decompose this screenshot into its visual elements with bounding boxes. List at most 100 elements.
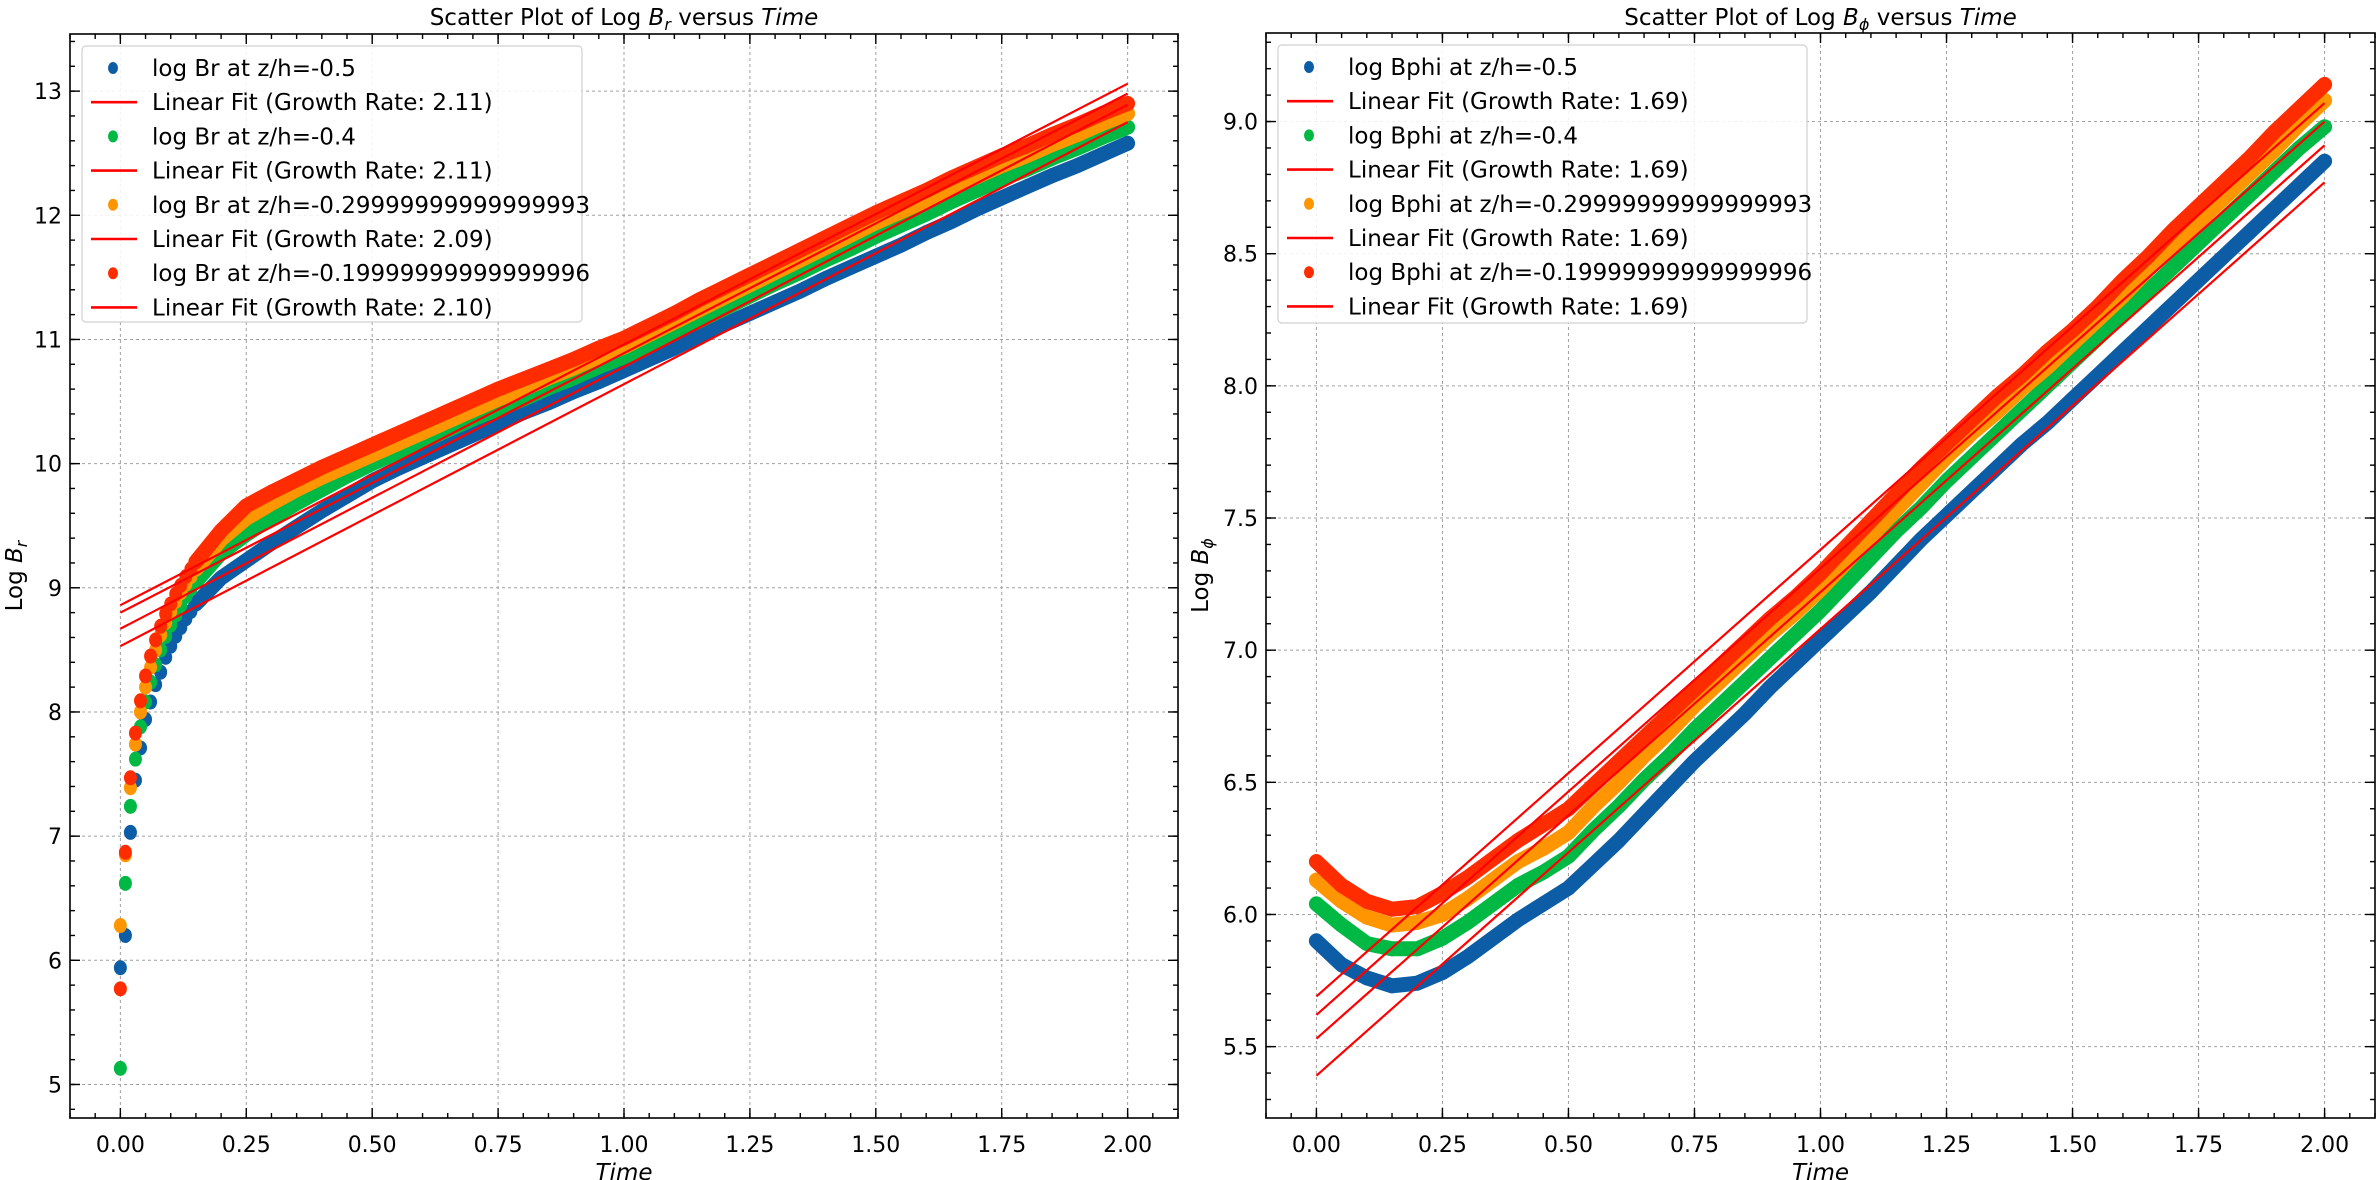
data-point	[970, 201, 984, 217]
data-point	[113, 960, 127, 976]
fit-lines	[1315, 102, 2326, 1077]
data-point	[1738, 634, 1752, 650]
legend-marker-icon	[108, 62, 118, 74]
chart-log-br-panel: 0.00 0.25 0.50 0.75 1.00 1.25 1.50 1.75 2.00 5 6 7 8…	[2, 5, 1179, 1180]
data-point	[1839, 608, 1853, 624]
x-tick-label: 1.75	[977, 1133, 1026, 1158]
legend-marker-icon	[1304, 197, 1314, 210]
data-point	[541, 361, 555, 377]
y-tick-label: 6.5	[1223, 771, 1258, 796]
fit-line-2	[119, 103, 1129, 630]
data-point	[1309, 872, 1323, 888]
chart-title-prefix: Scatter Plot of Log	[430, 5, 649, 31]
legend-box	[81, 45, 583, 323]
legend-label: Linear Fit (Growth Rate: 2.09)	[152, 227, 493, 253]
data-point	[128, 751, 142, 767]
data-point	[1385, 978, 1399, 994]
data-point	[1587, 798, 1601, 814]
data-point	[466, 427, 480, 443]
data-point	[1738, 674, 1752, 690]
data-point	[2141, 248, 2155, 264]
y-tick-label: 13	[34, 80, 62, 105]
legend: log Br at z/h=-0.5 Linear Fit (Growth Rat…	[81, 45, 590, 323]
data-point	[1990, 388, 2004, 404]
data-point	[2242, 225, 2256, 241]
data-point	[2015, 367, 2029, 383]
chart-title: Scatter Plot of Log Br versus Time	[430, 5, 819, 34]
ticks	[1265, 33, 2376, 1118]
data-point	[1435, 965, 1449, 981]
data-point	[239, 498, 253, 514]
x-tick-label: 1.50	[2048, 1133, 2097, 1158]
y-tick-label: 5.5	[1223, 1036, 1258, 1061]
data-point	[2242, 151, 2256, 167]
data-point	[1335, 957, 1349, 973]
x-tick-label: 0.75	[1670, 1133, 1719, 1158]
data-point	[1335, 917, 1349, 933]
data-point	[139, 668, 153, 684]
legend-item: log Bphi at z/h=-0.29999999999999993	[1304, 192, 1812, 218]
data-point	[1864, 550, 1878, 566]
data-point	[2217, 211, 2231, 227]
data-point	[693, 328, 707, 344]
fit-line-1	[119, 121, 1129, 648]
y-axis-title-prefix: Log	[1188, 564, 1214, 612]
data-point	[149, 632, 163, 648]
data-point	[1990, 460, 2004, 476]
data-point	[2091, 299, 2105, 315]
data-point	[290, 472, 304, 488]
data-point	[667, 340, 681, 356]
data-point	[1360, 893, 1374, 909]
data-point	[2141, 320, 2155, 336]
data-point	[1486, 896, 1500, 912]
data-point	[1045, 168, 1059, 184]
data-point	[1864, 513, 1878, 529]
data-point	[2166, 259, 2180, 275]
x-tick-label: 1.75	[2174, 1133, 2223, 1158]
data-point	[491, 381, 505, 397]
x-tick-label: 0.50	[348, 1133, 397, 1158]
data-point	[1309, 896, 1323, 912]
data-point	[1121, 96, 1135, 112]
x-tick-label: 0.75	[474, 1133, 523, 1158]
y-tick-label: 12	[34, 204, 62, 229]
data-point	[315, 459, 329, 475]
data-point	[113, 918, 127, 934]
legend-label: log Bphi at z/h=-0.5	[1348, 55, 1578, 81]
data-point	[1814, 603, 1827, 619]
data-point	[768, 254, 782, 270]
chart-title-symbol: B	[1843, 5, 1859, 31]
data-point	[1309, 854, 1323, 870]
data-point	[2141, 283, 2155, 299]
data-point	[264, 510, 278, 526]
x-tick-label: 0.50	[1544, 1133, 1593, 1158]
plot-area	[113, 82, 1136, 1076]
chart-title-symbol: B	[649, 5, 665, 31]
chart-title-subscript: r	[664, 15, 672, 34]
legend-item: Linear Fit (Growth Rate: 1.69)	[1287, 294, 1689, 320]
y-tick-label: 8.0	[1223, 375, 1258, 400]
data-point	[340, 448, 354, 464]
legend-label: log Bphi at z/h=-0.4	[1348, 123, 1578, 149]
x-axis-title: Time	[596, 1160, 653, 1180]
x-tick-label: 0.25	[1418, 1133, 1467, 1158]
data-point	[1121, 135, 1135, 151]
legend-item: log Bphi at z/h=-0.5	[1304, 55, 1578, 81]
data-point	[2192, 235, 2206, 251]
legend-marker-icon	[1304, 129, 1314, 142]
data-point	[1662, 780, 1676, 796]
chart-title-middle: versus	[671, 5, 761, 31]
y-tick-label: 10	[34, 453, 62, 478]
y-tick-label: 7.0	[1223, 639, 1258, 664]
data-point	[516, 371, 530, 387]
data-point	[123, 770, 137, 786]
legend-item: Linear Fit (Growth Rate: 1.69)	[1287, 226, 1689, 252]
data-point	[2267, 124, 2281, 140]
data-point	[1461, 869, 1475, 885]
data-point	[1309, 933, 1323, 949]
legend-marker-icon	[108, 198, 118, 211]
data-point	[1637, 806, 1651, 822]
fit-line-4	[119, 82, 1129, 607]
data-point	[1435, 885, 1449, 901]
fit-lines	[119, 82, 1129, 648]
